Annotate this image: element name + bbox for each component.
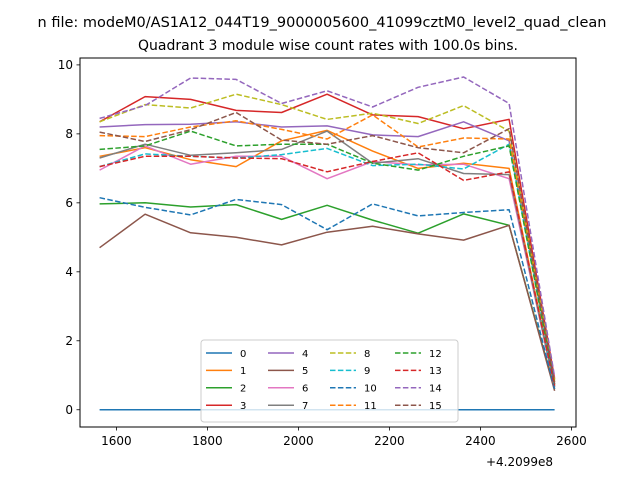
series-line-6 — [99, 145, 556, 388]
legend-label-13: 13 — [429, 366, 442, 377]
x-tick-label: 2000 — [283, 434, 314, 448]
y-tick-label: 2 — [65, 334, 73, 348]
x-tick-label: 2400 — [465, 434, 496, 448]
series-line-8 — [99, 93, 556, 381]
series-line-7 — [99, 130, 556, 388]
series-line-5 — [99, 213, 556, 391]
x-tick-label: 2600 — [556, 434, 587, 448]
x-tick-label: 1600 — [101, 434, 132, 448]
legend-label-4: 4 — [302, 349, 308, 360]
x-offset-label: +4.2099e8 — [486, 455, 553, 469]
legend-label-2: 2 — [240, 384, 246, 395]
plot-area-frame — [79, 57, 577, 428]
series-line-10 — [99, 196, 556, 390]
legend-label-14: 14 — [429, 384, 442, 395]
legend-label-7: 7 — [302, 401, 308, 412]
legend-label-3: 3 — [240, 401, 246, 412]
legend-label-6: 6 — [302, 384, 308, 395]
series-line-2 — [99, 202, 556, 390]
x-tick-label: 1800 — [192, 434, 223, 448]
series-layer — [99, 76, 556, 411]
series-line-9 — [99, 143, 556, 386]
legend-label-5: 5 — [302, 366, 308, 377]
legend-label-1: 1 — [240, 366, 246, 377]
y-tick-label: 0 — [65, 403, 73, 417]
series-line-13 — [99, 152, 556, 386]
legend-label-10: 10 — [364, 384, 377, 395]
y-tick-label: 6 — [65, 196, 73, 210]
y-tick-label: 10 — [58, 58, 73, 72]
series-line-15 — [99, 111, 556, 385]
series-line-11 — [99, 114, 556, 383]
figure-title: n file: modeM0/AS1A12_044T19_9000005600_… — [38, 15, 607, 31]
legend-frame — [200, 339, 459, 423]
series-line-3 — [99, 93, 556, 379]
x-tick-label: 2200 — [374, 434, 405, 448]
legend-label-9: 9 — [364, 366, 370, 377]
legend-label-8: 8 — [364, 349, 370, 360]
legend-label-15: 15 — [429, 401, 442, 412]
series-line-4 — [99, 121, 556, 383]
legend-label-11: 11 — [364, 401, 377, 412]
y-tick-label: 4 — [65, 265, 73, 279]
y-tick-label: 8 — [65, 127, 73, 141]
legend-label-12: 12 — [429, 349, 442, 360]
chart-title: Quadrant 3 module wise count rates with … — [138, 38, 518, 54]
series-line-14 — [99, 76, 556, 378]
legend-label-0: 0 — [240, 349, 246, 360]
